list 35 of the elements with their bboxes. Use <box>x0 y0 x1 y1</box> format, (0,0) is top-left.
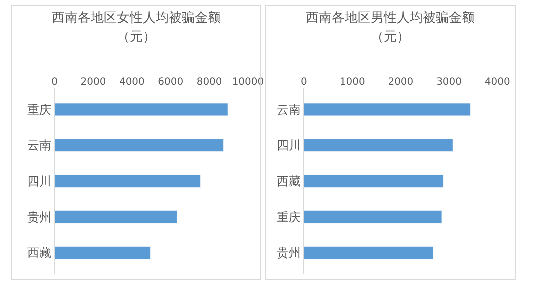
x-tick-label: 3000 <box>436 77 462 88</box>
bar <box>54 103 228 116</box>
x-tick-label: 4000 <box>119 77 145 88</box>
y-tick-label: 西藏 <box>276 174 301 189</box>
bar <box>304 210 442 224</box>
x-tick-label: 0 <box>52 77 58 88</box>
y-tick-label: 重庆 <box>276 210 301 224</box>
y-tick-label: 贵州 <box>276 246 301 260</box>
bar <box>304 174 444 188</box>
y-tick-label: 重庆 <box>27 102 52 117</box>
bar <box>54 246 151 260</box>
x-tick-label: 0 <box>301 77 308 88</box>
chart-subtitle: （元） <box>371 30 410 45</box>
bar <box>304 246 434 260</box>
chart-subtitle: （元） <box>117 30 156 45</box>
x-tick-label: 8000 <box>196 77 222 88</box>
bar <box>304 103 471 116</box>
x-tick-label: 1000 <box>340 77 366 88</box>
bar <box>304 139 454 152</box>
chart-title: 西南各地区男性人均被骗金额 <box>306 11 475 26</box>
bar <box>54 139 224 152</box>
y-tick-label: 四川 <box>27 174 52 189</box>
x-tick-label: 2000 <box>80 77 106 88</box>
y-tick-label: 贵州 <box>27 210 52 224</box>
chart-title: 西南各地区女性人均被骗金额 <box>52 11 221 26</box>
y-tick-label: 西藏 <box>27 246 52 260</box>
x-tick-label: 10000 <box>232 77 264 88</box>
y-tick-label: 云南 <box>276 102 301 117</box>
x-tick-label: 2000 <box>388 77 414 88</box>
y-tick-label: 四川 <box>276 138 301 153</box>
bar <box>54 210 178 224</box>
x-tick-label: 6000 <box>158 77 184 88</box>
y-tick-label: 云南 <box>27 138 52 153</box>
x-tick-label: 4000 <box>484 77 510 88</box>
bar <box>54 174 201 188</box>
